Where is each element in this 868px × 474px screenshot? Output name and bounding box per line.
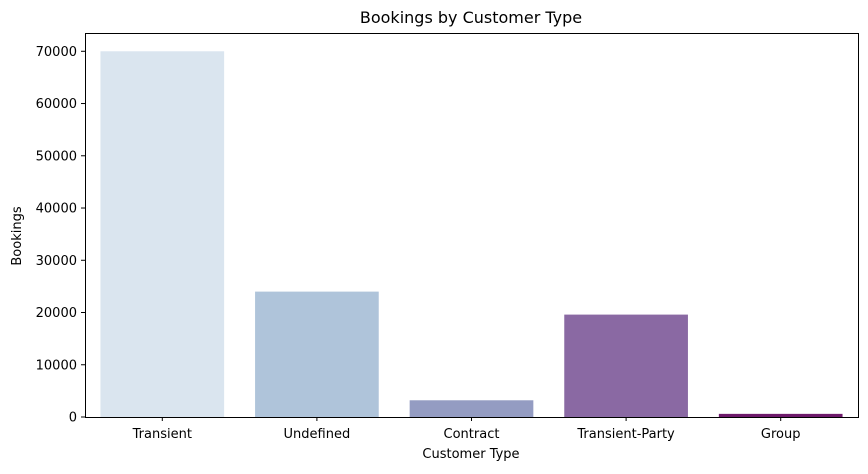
y-tick-label: 30000 [36, 254, 77, 269]
bar-undefined [255, 291, 379, 417]
y-tick-label: 40000 [36, 202, 77, 217]
bars-group [100, 51, 843, 418]
y-tick-label: 20000 [36, 306, 77, 321]
chart-title: Bookings by Customer Type [360, 8, 582, 27]
x-axis-label: Customer Type [422, 447, 519, 462]
bar-transient [100, 51, 225, 418]
y-tick-label: 70000 [36, 45, 77, 60]
y-tick-label: 60000 [36, 97, 77, 112]
bar-group [718, 413, 843, 417]
y-tick-label: 10000 [36, 358, 77, 373]
bar-transient-party [564, 314, 688, 417]
bar-contract [409, 400, 534, 417]
y-tick-label: 50000 [36, 149, 77, 164]
x-tick-label: Undefined [284, 427, 351, 442]
y-tick-label: 0 [69, 411, 77, 426]
y-ticks-group: 0 10000 20000 30000 40000 50000 60000 70000 [36, 45, 85, 426]
plot-frame [85, 33, 859, 418]
x-tick-label: Transient [132, 427, 192, 442]
y-axis-label: Bookings [10, 206, 25, 265]
x-tick-label: Contract [444, 427, 500, 442]
x-tick-label: Transient-Party [576, 427, 675, 442]
x-ticks-group: Transient Undefined Contract Transient-Part… [132, 417, 801, 442]
x-tick-label: Group [761, 427, 801, 442]
